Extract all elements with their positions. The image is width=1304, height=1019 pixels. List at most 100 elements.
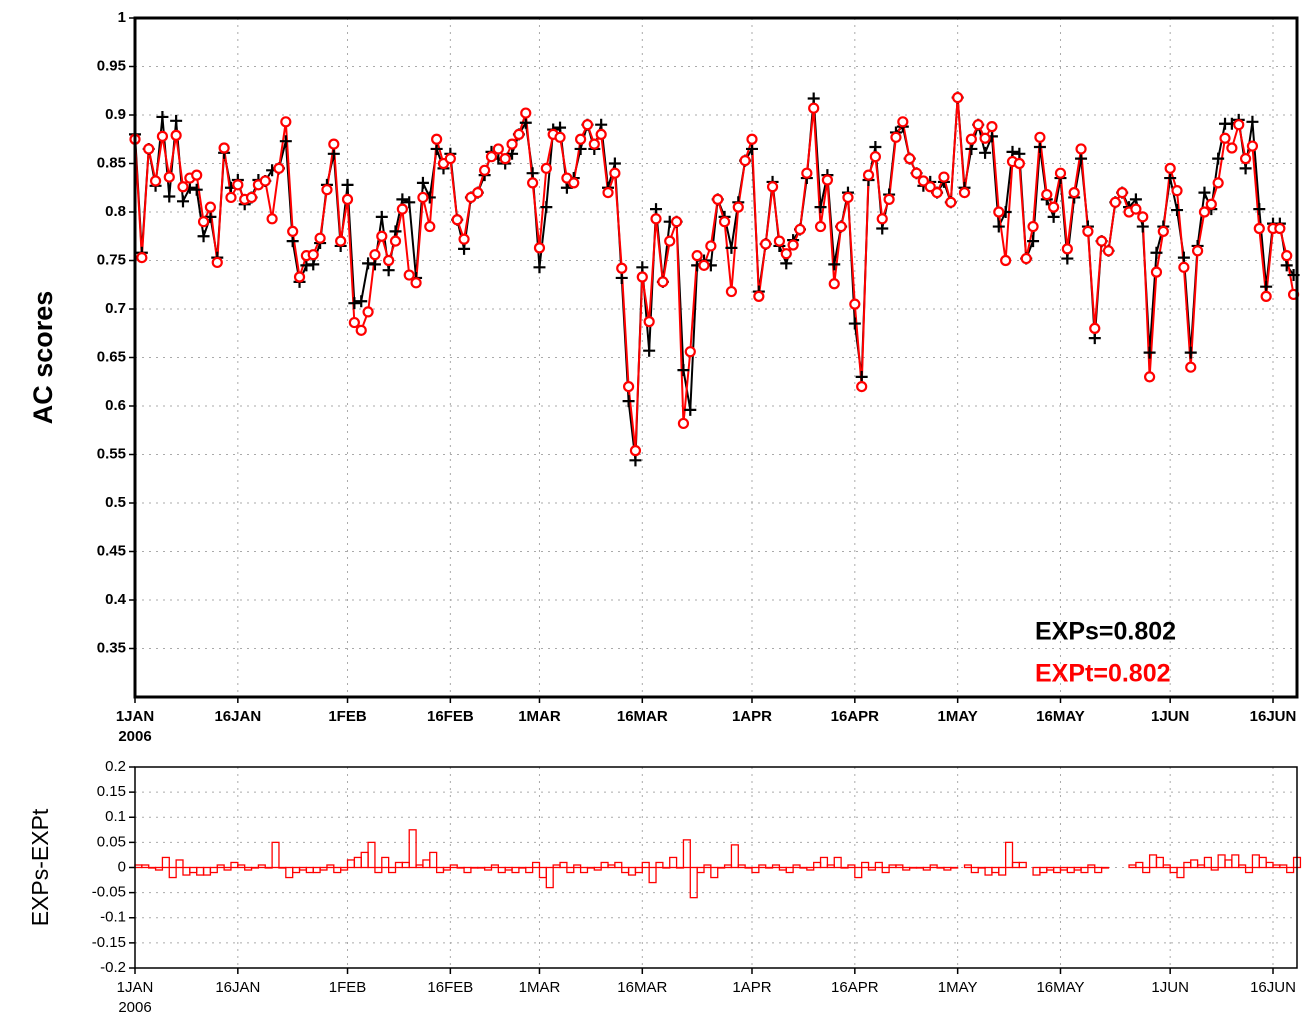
bar [408, 829, 417, 869]
marker [1171, 185, 1183, 197]
marker [1274, 222, 1286, 235]
x-tick-label: 1MAY [938, 979, 978, 996]
marker [472, 187, 484, 199]
bar [696, 866, 705, 874]
marker [917, 175, 929, 187]
x-tick-label: 16APR [831, 979, 879, 996]
marker [1233, 119, 1245, 131]
marker [362, 306, 374, 318]
x-tick-label: 16APR [831, 708, 880, 725]
marker [335, 235, 347, 247]
legend-label: EXPt=0.802 [1035, 660, 1171, 688]
marker [1239, 162, 1252, 175]
y-axis-label: EXPs-EXPt [27, 808, 53, 926]
marker [855, 370, 868, 383]
bar [819, 856, 829, 869]
marker [410, 277, 422, 289]
marker [197, 230, 210, 243]
y-tick-label: 0.95 [97, 57, 126, 74]
marker [616, 262, 628, 274]
marker [506, 138, 518, 150]
marker [1219, 132, 1231, 144]
bar [237, 864, 246, 869]
bar [1059, 866, 1068, 871]
marker [211, 256, 223, 269]
marker [266, 213, 278, 225]
marker [636, 271, 648, 283]
bar [216, 864, 225, 869]
marker [355, 295, 368, 308]
x-tick-label: 1MAR [519, 979, 561, 996]
marker [1027, 235, 1040, 248]
bar [148, 866, 157, 869]
y-tick-label: 0.5 [105, 494, 126, 511]
marker [1061, 252, 1074, 265]
bar [1011, 861, 1021, 869]
marker [745, 142, 758, 155]
marker [1143, 346, 1156, 359]
bar [223, 866, 232, 871]
marker [1041, 188, 1053, 201]
marker [348, 297, 361, 310]
bar [298, 866, 308, 871]
bar [607, 864, 616, 869]
bar [264, 866, 273, 869]
marker [732, 201, 744, 213]
marker [1253, 203, 1266, 216]
marker [1048, 201, 1060, 213]
marker [739, 154, 751, 167]
marker [375, 210, 388, 223]
marker [245, 191, 258, 204]
marker [1033, 141, 1046, 154]
year-label: 2006 [118, 999, 151, 1016]
x-tick-label: 16MAY [1036, 979, 1084, 996]
bar [1142, 866, 1151, 874]
bar [401, 861, 410, 869]
bar [806, 866, 815, 871]
series-line [134, 97, 1295, 461]
marker [389, 235, 402, 247]
bar [1080, 866, 1089, 874]
marker [1198, 206, 1211, 218]
marker [307, 249, 319, 261]
marker [595, 118, 608, 131]
y-tick-label: 0.7 [105, 300, 126, 317]
bar [662, 866, 671, 869]
bar [134, 864, 143, 869]
marker [938, 171, 950, 183]
marker [533, 261, 546, 274]
marker [828, 258, 841, 271]
y-tick-label: 0.8 [105, 203, 126, 220]
marker [1226, 142, 1238, 154]
marker [581, 119, 594, 131]
bar [1279, 864, 1288, 869]
bar [813, 861, 822, 869]
marker [1054, 167, 1067, 179]
marker [753, 290, 765, 302]
bar [1169, 866, 1178, 874]
marker [396, 193, 409, 206]
marker [657, 276, 669, 288]
bar [840, 866, 849, 869]
marker [677, 364, 690, 377]
bar [250, 866, 260, 869]
x-tick-label: 1MAY [937, 708, 977, 725]
x-tick-label: 1JAN [117, 979, 154, 996]
bar [909, 866, 918, 869]
bar [257, 864, 266, 869]
marker [1082, 225, 1094, 237]
marker [622, 381, 635, 393]
bar [586, 866, 595, 869]
marker [506, 147, 519, 160]
bar [435, 866, 445, 874]
bar [984, 866, 993, 876]
bar [333, 866, 342, 874]
bar [1004, 841, 1014, 869]
bar [710, 866, 719, 879]
marker [1102, 245, 1115, 257]
y-tick-label: -0.1 [100, 909, 126, 926]
marker [163, 190, 176, 203]
marker [321, 184, 333, 196]
marker [993, 206, 1005, 218]
bar [778, 866, 787, 871]
